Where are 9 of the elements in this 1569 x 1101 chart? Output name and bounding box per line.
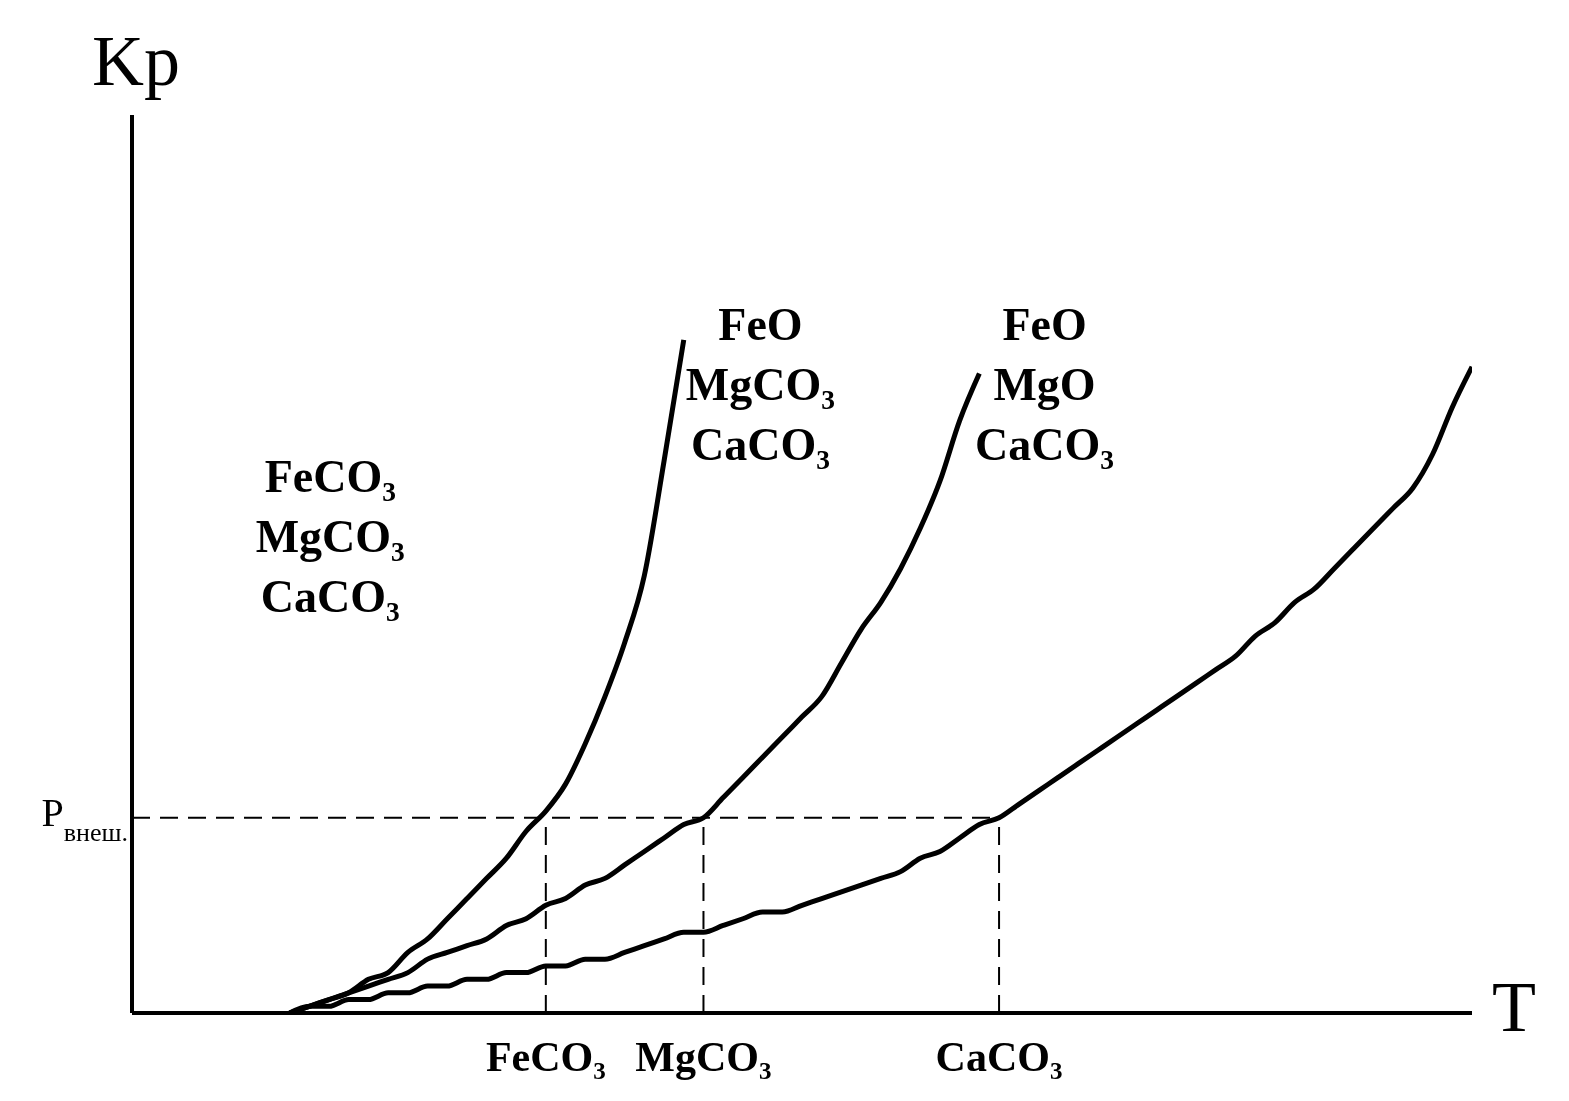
x-axis-title: T bbox=[1492, 967, 1536, 1047]
x-tick-label: CaCO₃ bbox=[935, 1033, 1063, 1080]
ref-line-label: P$_{внеш.}$ bbox=[41, 789, 128, 847]
y-axis-title: Kp bbox=[92, 21, 180, 101]
annotation: FeO MgCO₃ CaCO₃ bbox=[685, 298, 836, 470]
annotation: FeO MgO CaCO₃ bbox=[975, 298, 1115, 470]
annotation: FeCO₃ MgCO₃ CaCO₃ bbox=[255, 451, 405, 623]
x-tick-label: MgCO₃ bbox=[635, 1033, 772, 1080]
x-tick-label: FeCO₃ bbox=[485, 1033, 606, 1080]
